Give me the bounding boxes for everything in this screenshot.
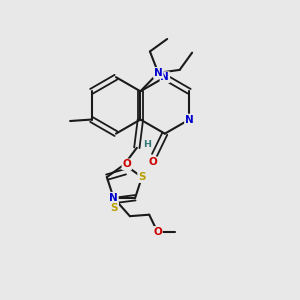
Text: H: H [143, 140, 151, 149]
Text: S: S [111, 202, 118, 213]
Text: N: N [109, 193, 118, 203]
Text: S: S [138, 172, 146, 182]
Text: O: O [148, 158, 157, 167]
Text: O: O [153, 227, 162, 237]
Text: N: N [160, 72, 169, 82]
Text: N: N [185, 115, 194, 124]
Text: O: O [122, 159, 131, 170]
Text: N: N [154, 68, 163, 78]
